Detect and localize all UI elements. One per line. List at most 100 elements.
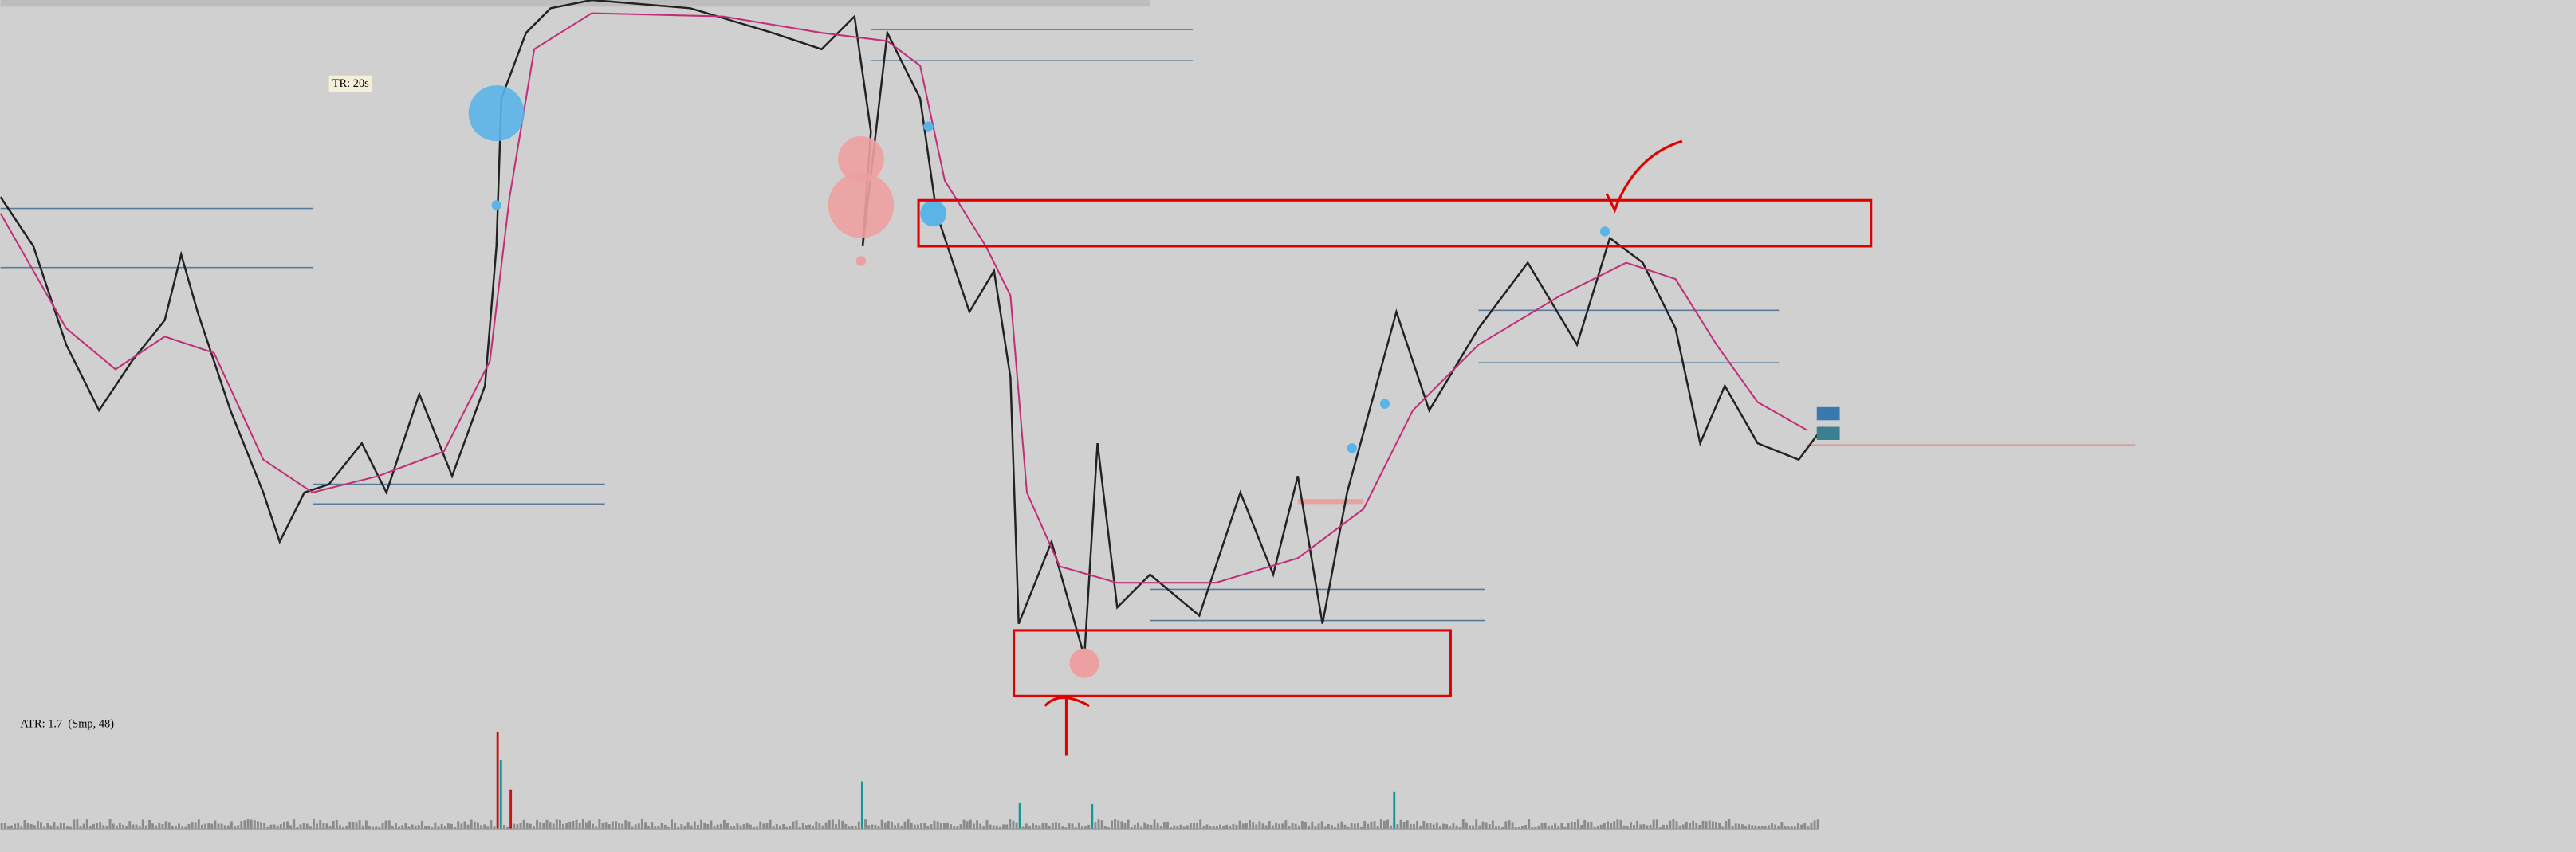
volume-bar [1084,826,1087,830]
volume-bar [319,820,322,830]
volume-bar [848,826,851,830]
volume-bar [979,823,982,830]
volume-bar [1146,824,1150,830]
volume-bar [647,826,651,830]
volume-bar [703,822,706,830]
volume-bar [801,823,804,830]
volume-bar [588,820,591,830]
volume-bar [536,819,539,830]
volume-bar [733,826,736,830]
volume-bar [1189,823,1192,830]
volume-bar [407,826,411,830]
volume-bar [966,821,969,830]
volume-bar [549,822,552,830]
volume-bar [1596,826,1599,830]
volume-bar [443,826,446,830]
volume-bar [375,826,378,830]
volume-bar [279,824,282,830]
volume-bar [1649,824,1652,830]
volume-bar [739,825,742,830]
volume-bar [894,825,897,830]
volume-bar [338,825,341,830]
volume-bar [1209,826,1212,830]
volume-bar [230,821,233,830]
volume-bar [299,824,302,830]
volume-bar [1311,821,1314,830]
volume-bar [387,820,391,830]
volume-bar [1478,825,1481,830]
volume-bar [260,822,262,830]
volume-bar [1038,825,1041,830]
volume-bar [722,819,726,830]
volume-bar [1278,823,1281,830]
volume-bar [581,819,584,830]
volume-bar [1087,824,1091,830]
volume-bar [1225,824,1229,830]
volume-bar [335,819,338,830]
volume-bar [1636,820,1639,830]
volume-bar [1044,823,1048,830]
volume-bar [1261,823,1264,830]
volume-bar [118,823,121,830]
volume-bar [1475,819,1478,830]
volume-bar [706,824,710,830]
volume-bar [1619,819,1622,830]
volume-bar [942,823,946,830]
volume-bar [1275,822,1277,830]
volume-bar [1241,823,1245,830]
volume-bar [631,826,634,830]
volume-bar [391,826,394,830]
volume-bar [161,823,164,830]
volume-bar [313,819,315,830]
volume-bar [266,826,269,830]
volume-bar [618,823,621,830]
volume-bar [23,820,26,830]
volume-bar [1249,819,1251,830]
volume-bar [529,823,532,830]
volume-bar [1041,823,1044,830]
volume-bar [105,826,108,830]
volume-bar [1593,826,1596,830]
volume-bar [1258,821,1261,830]
volume-bar [1721,826,1725,830]
volume-bar [1409,823,1412,830]
volume-bar [269,824,273,830]
volume-bar [1751,825,1754,830]
volume-bar [742,823,745,830]
volume-bar [1438,826,1441,830]
volume-bar [1689,823,1691,830]
volume-bar [1520,826,1524,830]
volume-bar [959,824,962,830]
volume-bar [1137,822,1139,830]
volume-bar [804,825,808,830]
volume-bar [1413,824,1415,830]
volume-bar [1114,819,1117,830]
volume-bar [640,819,643,830]
volume-bar [1528,819,1531,830]
volume-bar [533,826,535,830]
volume-bar [716,824,719,830]
volume-bar [355,822,358,830]
volume-bar [1179,824,1182,830]
volume-bar [40,822,42,830]
volume-bar [880,819,883,830]
volume-bar [756,826,759,830]
volume-bar [696,824,699,830]
volume-bar [1376,826,1379,830]
volume-bar [1757,826,1760,830]
volume-bar [525,823,529,830]
volume-bar [509,789,513,830]
volume-bar [1218,824,1221,830]
volume-bar [798,826,801,830]
volume-bar [611,821,614,830]
volume-bar [141,819,144,830]
volume-bar [660,823,663,830]
volume-bar [1524,825,1527,830]
volume-bar [220,823,223,830]
volume-bar [178,823,181,830]
volume-bar [690,825,693,830]
volume-bar [207,823,210,830]
volume-bar [128,821,132,830]
volume-bar [917,824,919,830]
volume-bar [88,826,92,830]
